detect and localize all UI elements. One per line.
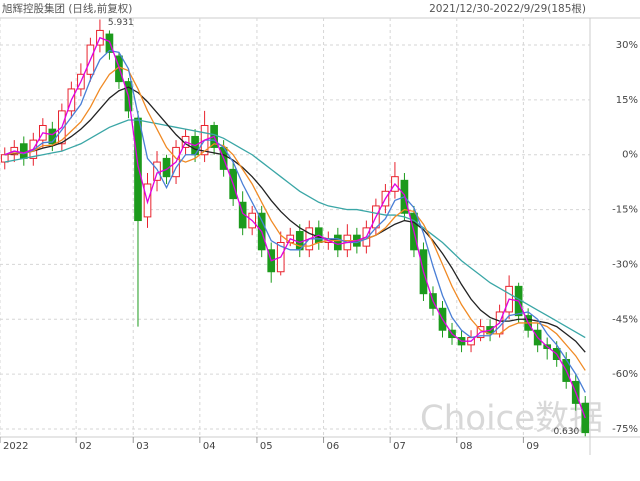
y-tick-label: 0% xyxy=(622,150,638,161)
x-tick-label: 04 xyxy=(203,441,216,452)
candle-body xyxy=(134,117,142,222)
y-tick-label: -30% xyxy=(612,259,638,270)
ma-line xyxy=(4,86,586,353)
max-label: 5.931 xyxy=(108,18,134,28)
ma-line xyxy=(4,36,586,419)
watermark: Choice数据 xyxy=(420,399,603,439)
x-tick-label: 2022 xyxy=(3,441,28,452)
y-tick-label: 15% xyxy=(616,95,638,106)
candle-body xyxy=(153,161,161,181)
x-tick-label: 02 xyxy=(79,441,92,452)
y-tick-label: -45% xyxy=(612,314,638,325)
x-tick-label: 07 xyxy=(393,441,406,452)
min-label: 0.630 xyxy=(553,427,579,437)
chart-subtitle: 2021/12/30-2022/9/29(185根) xyxy=(429,2,586,15)
y-tick-label: -15% xyxy=(612,205,638,216)
chart-title: 旭辉控股集团 (日线,前复权) xyxy=(2,2,132,15)
y-tick-label: -75% xyxy=(612,424,638,435)
candle-body xyxy=(48,128,57,145)
ma-line xyxy=(4,119,586,339)
x-tick-label: 05 xyxy=(260,441,273,452)
x-tick-label: 03 xyxy=(136,441,149,452)
x-tick-label: 08 xyxy=(460,441,473,452)
ma-line xyxy=(4,66,586,371)
ma-line xyxy=(4,49,586,393)
candle-body xyxy=(19,143,28,159)
x-tick-label: 06 xyxy=(327,441,340,452)
y-tick-label: 30% xyxy=(616,40,638,51)
candle-body xyxy=(333,234,342,251)
x-tick-label: 09 xyxy=(526,441,539,452)
y-tick-label: -60% xyxy=(612,369,638,380)
